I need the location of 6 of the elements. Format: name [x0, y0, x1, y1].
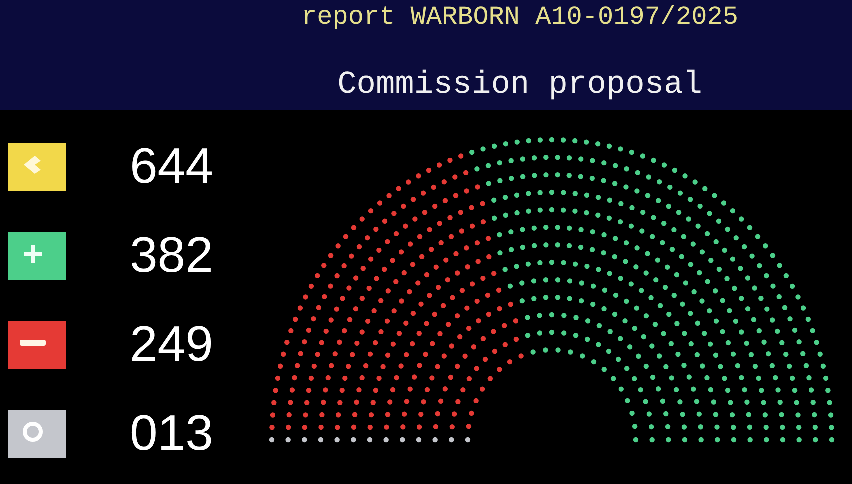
data-label: 013: [130, 404, 214, 462]
text: report WARBORN A10-0197/2025: [300, 2, 740, 32]
data-label: 382: [130, 226, 214, 284]
text: Commission proposal: [336, 66, 704, 103]
data-label: 249: [130, 315, 214, 373]
data-label: 644: [130, 137, 214, 195]
